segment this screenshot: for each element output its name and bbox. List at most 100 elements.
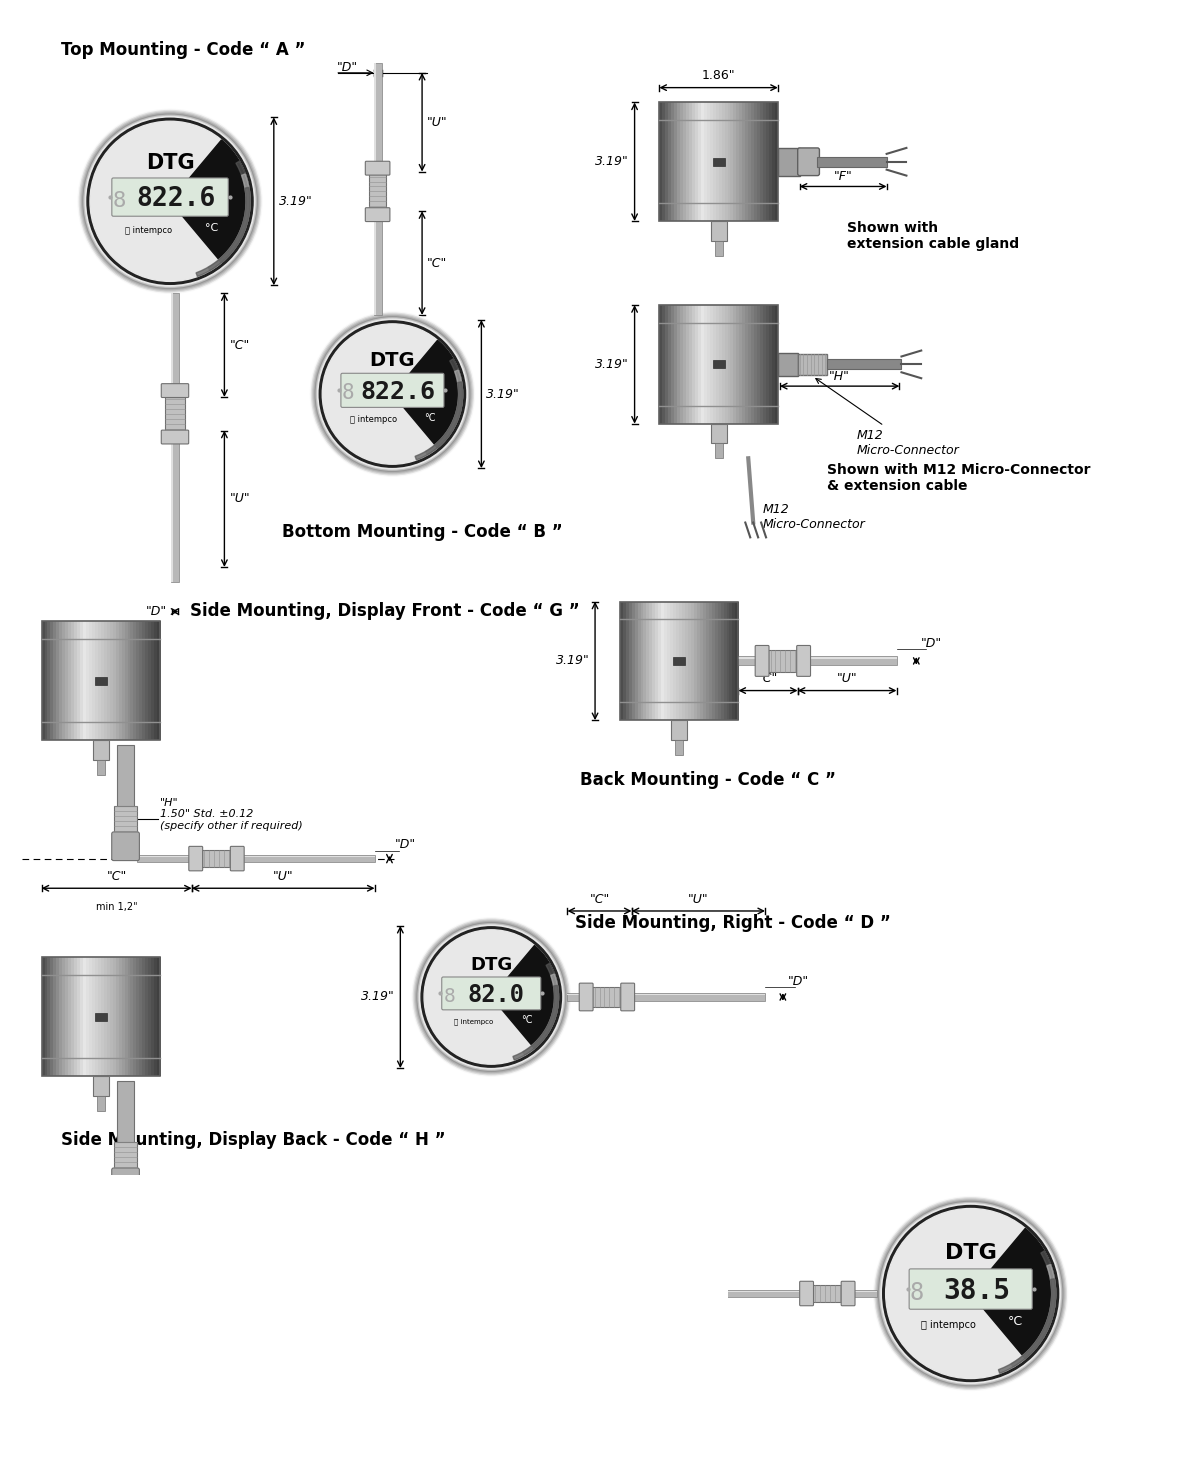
Bar: [86, 621, 90, 740]
Bar: [641, 602, 644, 720]
Text: "D": "D": [922, 637, 942, 650]
Bar: [7, 1175, 728, 1441]
Bar: [662, 304, 666, 424]
Bar: [715, 602, 718, 720]
Bar: [743, 102, 745, 222]
Circle shape: [318, 319, 467, 469]
Bar: [137, 621, 140, 740]
Text: °C: °C: [1008, 1315, 1022, 1329]
Circle shape: [424, 930, 558, 1064]
Bar: [65, 958, 68, 1076]
Bar: [157, 958, 161, 1076]
Text: 3.19": 3.19": [486, 387, 520, 401]
Bar: [769, 102, 773, 222]
Bar: [707, 304, 710, 424]
Bar: [692, 102, 695, 222]
Bar: [665, 102, 668, 222]
FancyBboxPatch shape: [755, 646, 769, 677]
Bar: [671, 304, 674, 424]
Polygon shape: [1022, 1250, 1056, 1358]
Bar: [101, 958, 104, 1076]
Bar: [673, 602, 677, 720]
Bar: [677, 304, 680, 424]
FancyBboxPatch shape: [910, 1270, 1032, 1310]
Bar: [738, 656, 896, 659]
Bar: [694, 602, 697, 720]
Bar: [698, 102, 701, 222]
Bar: [745, 102, 749, 222]
Bar: [155, 621, 157, 740]
Circle shape: [883, 1206, 1058, 1382]
Bar: [143, 621, 146, 740]
Bar: [713, 304, 716, 424]
Text: "H"
1.50" Std. ±0.12
(specify other if required): "H" 1.50" Std. ±0.12 (specify other if r…: [160, 798, 302, 831]
Polygon shape: [512, 986, 558, 1060]
Bar: [719, 102, 722, 222]
Bar: [733, 102, 737, 222]
Polygon shape: [426, 370, 462, 455]
Bar: [625, 602, 629, 720]
Text: 8: 8: [910, 1281, 924, 1305]
Text: °C: °C: [205, 223, 218, 234]
Bar: [739, 102, 743, 222]
Text: min 1,2": min 1,2": [96, 902, 138, 912]
Bar: [143, 958, 146, 1076]
Bar: [713, 158, 725, 166]
FancyBboxPatch shape: [112, 1168, 139, 1197]
FancyBboxPatch shape: [112, 832, 139, 860]
Bar: [689, 304, 692, 424]
Bar: [115, 958, 119, 1076]
Bar: [659, 304, 778, 424]
FancyBboxPatch shape: [797, 646, 810, 677]
Text: "D": "D": [395, 838, 415, 851]
Bar: [731, 304, 734, 424]
Bar: [713, 361, 725, 368]
Circle shape: [83, 114, 257, 288]
Bar: [665, 304, 668, 424]
Bar: [670, 602, 673, 720]
Circle shape: [412, 918, 570, 1076]
Bar: [715, 102, 719, 222]
Bar: [679, 602, 683, 720]
Bar: [743, 304, 745, 424]
Text: 3.19": 3.19": [556, 655, 589, 668]
Bar: [745, 304, 749, 424]
Polygon shape: [392, 340, 463, 448]
Bar: [374, 64, 376, 315]
Circle shape: [421, 927, 562, 1067]
Polygon shape: [196, 188, 250, 276]
Bar: [709, 102, 713, 222]
Text: "H": "H": [829, 370, 850, 383]
Bar: [116, 1080, 134, 1171]
FancyBboxPatch shape: [188, 847, 203, 871]
Text: DTG: DTG: [470, 956, 512, 974]
Bar: [121, 958, 125, 1076]
Text: Back Mounting - Code “ C ”: Back Mounting - Code “ C ”: [581, 770, 836, 789]
Bar: [92, 958, 96, 1076]
Bar: [202, 850, 232, 868]
Bar: [145, 621, 149, 740]
FancyBboxPatch shape: [179, 1182, 193, 1208]
Bar: [710, 424, 726, 443]
Circle shape: [418, 924, 564, 1070]
Circle shape: [90, 121, 250, 281]
Circle shape: [84, 115, 256, 287]
Circle shape: [312, 313, 473, 474]
Bar: [92, 621, 96, 740]
Bar: [763, 102, 767, 222]
Bar: [695, 304, 698, 424]
Bar: [116, 745, 134, 834]
Bar: [763, 304, 767, 424]
Circle shape: [311, 312, 474, 476]
Bar: [677, 102, 680, 222]
Polygon shape: [208, 174, 250, 270]
Text: "C": "C": [229, 338, 250, 352]
Bar: [772, 102, 775, 222]
Text: "D": "D": [145, 605, 167, 618]
Text: 38.5: 38.5: [943, 1277, 1010, 1305]
Bar: [643, 602, 647, 720]
Text: "U": "U": [688, 893, 709, 906]
Text: 3.19": 3.19": [595, 155, 629, 168]
Bar: [688, 602, 691, 720]
Bar: [92, 740, 109, 760]
